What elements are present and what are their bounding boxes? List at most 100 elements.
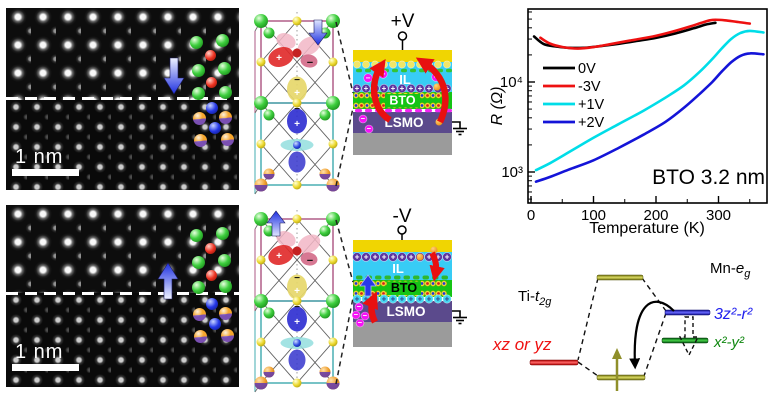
lattice-dot-core [437,292,440,295]
lattice-dot-core [426,282,429,285]
lattice-dot-core [382,292,385,295]
red-atom-icon [205,76,217,88]
y-axis-label: R (Ω) [489,87,506,126]
ion-sign: − [358,318,363,327]
polarization-up-arrow-icon [266,210,286,237]
green-atom-icon [217,61,231,75]
electron-transfer-arrow-icon [629,300,675,370]
blue-atom-icon [209,122,221,134]
ion-icon [388,84,398,94]
ion-sign: + [418,294,423,303]
ion-sign: + [409,84,414,93]
ground-icon [452,121,467,136]
lsmo-label: LSMO [387,304,426,319]
blue-atom-icon [206,102,218,114]
chart-annotation: BTO 3.2 nm [652,166,765,189]
gate-layer [353,50,452,62]
ion-icon [397,84,407,94]
device-schematic-plus-v: +V −−−+++++++++++−− IL BTO LSMO [352,11,467,155]
lattice-dot-core [360,94,363,97]
green-atom-icon [218,85,232,99]
green-atom-icon [191,86,205,100]
green-atom-icon [215,33,229,47]
charge-dash-icon [432,275,439,280]
charge-dash-icon [394,275,401,280]
charge-dash-icon [375,275,382,280]
lattice-dot-core [360,292,363,295]
interface-dashed-line [6,292,239,295]
lattice-dot-core [382,104,385,107]
green-atom-icon [189,228,203,242]
charge-dash-icon [385,108,392,113]
ion-sign: − [354,310,359,319]
ion-icon [424,294,434,304]
mn-eg-label: Mn-eg [710,260,751,280]
lattice-dot-core [431,282,435,285]
green-atom-icon [215,226,229,240]
charge-dash-icon [446,68,452,73]
charge-dash-icon [395,108,402,113]
green-atom-icon [217,253,231,267]
orange-atom-icon [220,132,234,146]
green-atom-icon [218,279,232,293]
lattice-dot-core [420,104,424,107]
lattice-dot-core [354,104,358,107]
lsmo-layer [353,112,452,133]
ion-icon [361,84,371,94]
orange-atom-icon [218,306,232,320]
ion-sign: + [400,294,405,303]
ion-sign: + [364,84,369,93]
resistance-temperature-chart: 10³ 10⁴ 0 100 200 300 0V -3V +1V +2V BTO 3.2 nm Tem… [489,8,768,237]
ion-icon [398,60,406,69]
bto-lattice-region [6,8,239,100]
orange-atom-icon [193,329,207,343]
polarization-up-arrow-icon [157,262,179,300]
lattice-dot-core [365,94,369,97]
ion-icon [362,60,370,69]
ion-icon [442,294,452,304]
charge-dash-icon [413,275,420,280]
ion-sign: + [445,251,450,261]
ion-sign: + [382,251,387,261]
blue-atom-icon [209,318,221,330]
ion-icon [442,252,452,262]
energy-level-diagram: Ti-t2g Mn-eg xz or yz 3z²-r² x²-y² [492,260,753,391]
z2-level [664,309,711,316]
charge-dash-icon [365,108,372,113]
ti-upper-level [596,274,644,281]
lattice-dot-core [442,292,446,295]
charge-transfer-up-arrow-icon [362,291,378,324]
legend-label: 0V [578,61,596,77]
ion-sign: + [382,294,387,303]
red-atom-icon [204,49,216,61]
scale-bar [12,169,79,176]
charge-dash-icon [384,275,391,280]
ion-sign: + [436,251,441,261]
lattice-dot-core [442,282,446,285]
red-atom-icon [205,269,217,281]
device-schematic-minus-v: -V ++++++++++++++++++++++−−−− IL BTO LSM… [351,206,467,347]
ion-sign: − [361,114,366,123]
legend-label: -3V [578,79,601,95]
terminal-circle-icon [397,31,408,41]
ion-icon [358,114,368,124]
series--3V [539,18,752,50]
z2-label: 3z²-r² [714,306,753,323]
ion-sign: + [391,84,396,93]
bto-label: BTO [389,94,415,108]
charge-dash-icon [403,275,410,280]
lattice-dot-core [437,104,440,107]
lattice-dot-core [420,282,424,285]
scale-label: 1 nm [15,146,64,168]
charge-dash-icon [365,68,371,73]
substrate-layer [353,133,452,155]
polarization-down-arrow-icon [308,19,328,46]
spin-down-dashed-arrow-icon [678,316,700,357]
ion-icon [433,294,443,304]
ion-sign: + [373,251,378,261]
ti-lower-level [596,374,646,381]
lattice-dot-core [426,292,429,295]
minus-v-label: -V [393,206,412,227]
orange-atom-icon [218,110,232,124]
